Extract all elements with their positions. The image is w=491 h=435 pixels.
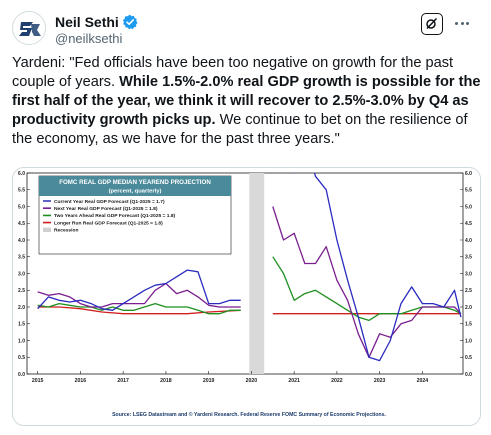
- tweet-media-chart[interactable]: 0.0 0.0 0.5 0.5 1.0 1.0 1.5 1.5 2.0 2.0 2.5 2.5 3.0 3…: [12, 167, 481, 426]
- display-name[interactable]: Neil Sethi: [55, 14, 119, 30]
- avatar[interactable]: [12, 11, 46, 45]
- gdp-projection-chart: 0.0 0.0 0.5 0.5 1.0 1.0 1.5 1.5 2.0 2.0 2.5 2.5 3.0 3…: [13, 168, 480, 425]
- x-tick-label: 2020: [246, 378, 258, 384]
- series-line: [37, 269, 241, 311]
- x-tick-label: 2021: [288, 378, 300, 384]
- legend-title-bar: [39, 176, 231, 196]
- series-line: [37, 306, 241, 315]
- y-tick-label-left: 6.0: [18, 171, 25, 177]
- y-tick-label-left: 2.5: [18, 288, 25, 294]
- chart-title: FOMC REAL GDP MEDIAN YEAREND PROJECTION: [59, 179, 211, 186]
- tweet-text-part1: Yardeni: "Fed officials have been too ne…: [12, 55, 454, 90]
- y-tick-label-left: 1.5: [18, 322, 25, 328]
- more-icon-dot: [460, 21, 464, 25]
- y-tick-label-left: 5.5: [18, 188, 25, 194]
- y-tick-label-right: 0.0: [465, 372, 472, 378]
- x-tick-label: 2023: [374, 378, 386, 384]
- y-tick-label-right: 6.0: [465, 171, 472, 177]
- legend-entry: Longer Run Real GDP Forecast (Q1-2025 = …: [54, 220, 163, 226]
- y-tick-label-left: 0.5: [18, 355, 25, 361]
- y-tick-label-right: 1.5: [465, 322, 472, 328]
- y-tick-label-right: 5.0: [465, 204, 472, 210]
- y-tick-label-left: 4.5: [18, 221, 25, 227]
- grok-icon: [426, 17, 438, 30]
- y-tick-label-right: 4.5: [465, 221, 472, 227]
- author-handle[interactable]: @neilksethi: [55, 31, 123, 46]
- y-tick-label-left: 3.5: [18, 255, 25, 261]
- legend-entry: Next Year Real GDP Forecast (Q1-2025 = 1…: [54, 206, 158, 212]
- y-tick-label-right: 5.5: [465, 188, 472, 194]
- x-tick-label: 2017: [117, 378, 129, 384]
- chart-subtitle: (percent, quarterly): [109, 189, 162, 195]
- x-tick-label: 2015: [32, 378, 44, 384]
- y-tick-label-left: 5.0: [18, 204, 25, 210]
- legend-swatch: [43, 227, 51, 232]
- x-tick-label: 2022: [331, 378, 343, 384]
- y-tick-label-right: 4.0: [465, 238, 472, 244]
- y-tick-label-right: 3.5: [465, 255, 472, 261]
- legend-entry: Two Years Ahead Real GDP Forecast (Q1-20…: [54, 213, 176, 219]
- y-tick-label-left: 3.0: [18, 271, 25, 277]
- y-tick-label-right: 2.5: [465, 288, 472, 294]
- sn-logo-avatar: [13, 12, 45, 44]
- grok-button[interactable]: [421, 13, 443, 35]
- y-tick-label-left: 2.0: [18, 305, 25, 311]
- series-line: [37, 302, 241, 315]
- y-tick-label-left: 0.0: [18, 372, 25, 378]
- x-tick-label: 2019: [203, 378, 215, 384]
- author-name-row: Neil Sethi: [55, 13, 138, 31]
- legend-entry: Recession: [54, 228, 78, 234]
- series-line: [37, 282, 241, 308]
- more-icon-dot: [466, 21, 469, 25]
- y-tick-label-left: 1.0: [18, 338, 25, 344]
- tweet-text-part2: We continue to bet on the resilience of …: [12, 112, 468, 147]
- tweet-text-bold: While 1.5%-2.0% real GDP growth is possi…: [12, 74, 481, 128]
- y-tick-label-right: 3.0: [465, 271, 472, 277]
- y-tick-label-right: 0.5: [465, 355, 472, 361]
- recession-band: [249, 173, 265, 374]
- x-tick-label: 2024: [417, 378, 429, 384]
- y-tick-label-right: 2.0: [465, 305, 472, 311]
- more-options-button[interactable]: [451, 12, 473, 34]
- tweet-text: Yardeni: "Fed officials have been too ne…: [12, 54, 482, 149]
- more-icon: [455, 21, 458, 25]
- y-tick-label-left: 4.0: [18, 238, 25, 244]
- verified-badge-icon: [122, 14, 138, 30]
- legend-entry: Current Year Real GDP Forecast (Q1-2025 …: [54, 199, 165, 205]
- x-tick-label: 2018: [160, 378, 172, 384]
- x-tick-label: 2016: [75, 378, 87, 384]
- series-line: [293, 173, 462, 362]
- chart-source: Source: LSEG Datastream and © Yardeni Re…: [112, 411, 386, 418]
- y-tick-label-right: 1.0: [465, 338, 472, 344]
